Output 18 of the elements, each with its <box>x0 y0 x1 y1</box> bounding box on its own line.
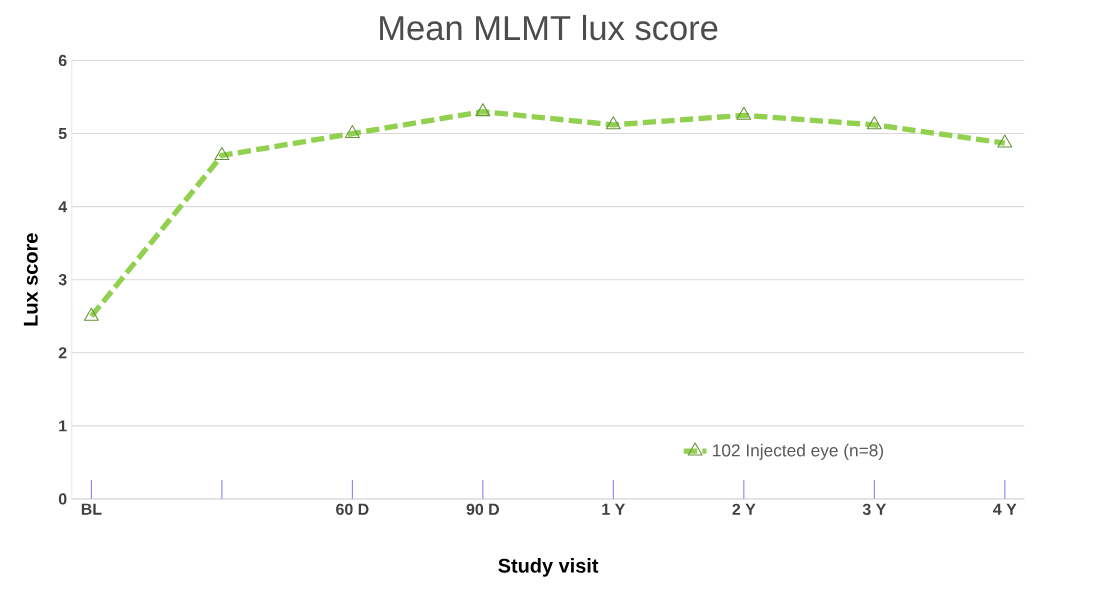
y-axis-title: Lux score <box>23 233 38 326</box>
x-tick-label: 60 D <box>336 503 369 516</box>
y-tick-label: 2 <box>58 347 67 359</box>
y-tick-label: 4 <box>58 201 68 213</box>
y-tick-label: 0 <box>58 493 67 505</box>
x-axis-title: Study visit <box>498 558 599 577</box>
x-tick-label: 1 Y <box>602 503 626 515</box>
x-tick-label: BL <box>81 503 102 515</box>
y-tick-label: 6 <box>58 55 67 67</box>
y-tick-label: 3 <box>58 274 67 286</box>
x-tick-label: 4 Y <box>993 503 1017 515</box>
legend-label: 102 Injected eye (n=8) <box>713 444 884 461</box>
x-tick-label: 2 Y <box>732 503 756 515</box>
x-tick-label: 3 Y <box>862 503 887 516</box>
chart-title: Mean MLMT lux score <box>380 15 718 41</box>
x-tick-label: 90 D <box>466 503 500 516</box>
y-tick-label: 5 <box>58 128 67 140</box>
y-tick-label: 1 <box>59 420 67 432</box>
